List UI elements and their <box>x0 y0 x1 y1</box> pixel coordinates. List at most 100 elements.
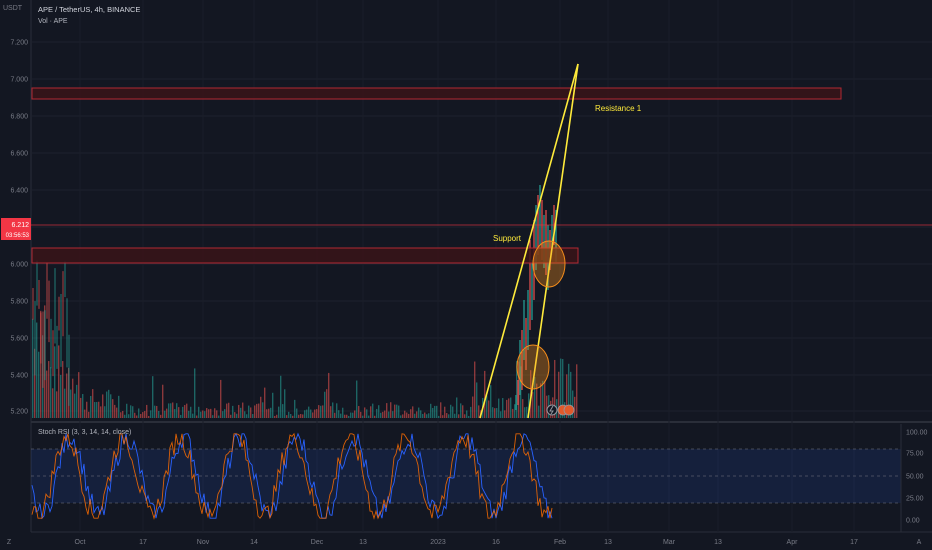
volume-bar <box>466 410 468 418</box>
volume-bar <box>524 407 526 418</box>
volume-bar <box>456 397 458 418</box>
volume-bar <box>62 361 64 418</box>
volume-bar <box>470 406 472 418</box>
volume-bar <box>348 415 350 418</box>
volume-bar <box>418 407 420 418</box>
dividend-icon[interactable] <box>563 404 575 416</box>
volume-bar <box>488 400 490 418</box>
support-zone[interactable] <box>31 247 579 264</box>
volume-bar <box>500 411 502 418</box>
volume-bar <box>114 404 116 418</box>
volume-bar <box>96 402 98 418</box>
volume-bar <box>312 412 314 418</box>
volume-bar <box>210 408 212 418</box>
volume-bar <box>512 408 514 418</box>
volume-bar <box>182 406 184 418</box>
volume-bar <box>508 398 510 418</box>
volume-bar <box>338 410 340 418</box>
volume-bar <box>506 399 508 418</box>
rsi-tick: 75.00 <box>906 451 924 458</box>
volume-bar <box>308 406 310 418</box>
volume-bar <box>164 410 166 418</box>
price-candles <box>32 185 557 410</box>
auto-scale-button[interactable] <box>912 533 930 549</box>
volume-bar <box>412 406 414 418</box>
volume-bar <box>146 404 148 418</box>
volume-bar <box>474 361 476 418</box>
volume-bar <box>206 408 208 418</box>
volume-bar <box>252 414 254 418</box>
volume-bar <box>460 403 462 418</box>
volume-bar <box>382 411 384 418</box>
volume-bar <box>270 407 272 418</box>
volume-bar <box>396 404 398 418</box>
trendline-left[interactable] <box>479 63 579 419</box>
resistance-zone[interactable] <box>31 87 842 100</box>
volume-bar <box>116 407 118 418</box>
volume-bar <box>558 371 560 418</box>
volume-bar <box>92 389 94 418</box>
volume-bar <box>324 391 326 418</box>
time-tick: 13 <box>604 539 612 546</box>
volume-bar <box>166 408 168 418</box>
time-tick: 13 <box>714 539 722 546</box>
volume-bar <box>502 398 504 418</box>
price-tick: 7.200 <box>10 40 28 47</box>
time-tick: Feb <box>554 539 566 546</box>
volume-bar <box>288 411 290 418</box>
lightning-icon[interactable] <box>546 404 558 416</box>
volume-bar <box>334 412 336 418</box>
z-button-label: Z <box>7 539 12 546</box>
volume-bar <box>246 414 248 418</box>
trendline-right[interactable] <box>527 63 579 419</box>
volume-bar <box>562 359 564 418</box>
volume-bar <box>328 372 330 418</box>
volume-indicator-label[interactable]: Vol · APE <box>38 18 68 25</box>
volume-bar <box>362 415 364 418</box>
volume-bar <box>122 410 124 418</box>
price-grid <box>31 0 932 532</box>
volume-bar <box>234 412 236 418</box>
volume-bar <box>446 413 448 418</box>
volume-bar <box>52 388 54 418</box>
volume-bar <box>576 364 578 418</box>
rsi-d-line <box>31 432 553 520</box>
volume-bar <box>188 410 190 418</box>
volume-bar <box>386 403 388 418</box>
volume-bar <box>574 396 576 418</box>
volume-bar <box>250 407 252 418</box>
price-tick: 5.400 <box>10 373 28 380</box>
lightning-glyph-icon <box>549 405 554 415</box>
time-tick: 13 <box>359 539 367 546</box>
volume-bar <box>290 413 292 418</box>
countdown-timer: 03:56:53 <box>6 233 30 239</box>
price-tick: 6.000 <box>10 262 28 269</box>
volume-bar <box>430 403 432 418</box>
volume-bar <box>566 374 568 418</box>
volume-bar <box>360 411 362 418</box>
volume-bar <box>280 375 282 418</box>
volume-bar <box>138 408 140 418</box>
volume-bar <box>140 413 142 418</box>
price-tick: 6.600 <box>10 151 28 158</box>
time-tick: Oct <box>75 539 86 546</box>
volume-bar <box>542 380 544 418</box>
volume-bar <box>438 415 440 418</box>
volume-bar <box>398 405 400 418</box>
volume-bar <box>276 414 278 418</box>
stoch-rsi-label[interactable]: Stoch RSI (3, 3, 14, 14, close) <box>38 429 131 436</box>
volume-bar <box>78 372 80 418</box>
rsi-tick-labels: 100.00 75.00 50.00 25.00 0.00 <box>906 430 928 525</box>
symbol-title[interactable]: APE / TetherUS, 4h, BINANCE <box>38 5 140 14</box>
volume-bar <box>538 405 540 418</box>
volume-bar <box>476 382 478 418</box>
current-price-value: 6.212 <box>11 222 29 229</box>
support-circle-lower[interactable] <box>516 344 550 390</box>
left-price-axis[interactable] <box>0 0 31 550</box>
volume-bar <box>354 410 356 418</box>
z-button[interactable] <box>0 533 18 549</box>
time-tick: 17 <box>139 539 147 546</box>
volume-bar <box>40 310 42 418</box>
time-tick: 16 <box>492 539 500 546</box>
support-circle-upper[interactable] <box>532 240 566 288</box>
